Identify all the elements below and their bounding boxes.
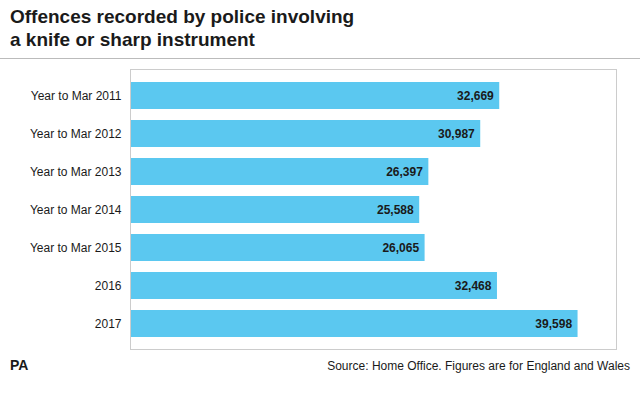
svg-text:30,987: 30,987 xyxy=(438,126,475,140)
svg-text:26,397: 26,397 xyxy=(386,164,423,178)
html-text:PA: PA xyxy=(10,356,29,373)
svg-text:2017: 2017 xyxy=(95,316,122,330)
svg-text:Year to Mar 2013: Year to Mar 2013 xyxy=(30,164,122,178)
svg-text:Year to Mar 2014: Year to Mar 2014 xyxy=(30,202,122,216)
svg-text:Year to Mar 2011: Year to Mar 2011 xyxy=(31,88,122,102)
svg-text:39,598: 39,598 xyxy=(535,316,572,330)
svg-text:Year to Mar 2012: Year to Mar 2012 xyxy=(30,126,122,140)
svg-text:Year to Mar 2015: Year to Mar 2015 xyxy=(30,240,122,254)
svg-text:2016: 2016 xyxy=(95,278,122,292)
html-text:Offences recorded by police in: Offences recorded by police involving a … xyxy=(10,6,355,50)
svg-text:32,669: 32,669 xyxy=(457,88,494,102)
html-text:Source: Home Office. Figures a: Source: Home Office. Figures are for Eng… xyxy=(327,358,630,373)
svg-text:25,588: 25,588 xyxy=(377,202,414,216)
svg-text:32,468: 32,468 xyxy=(455,278,492,292)
svg-text:26,065: 26,065 xyxy=(382,240,419,254)
